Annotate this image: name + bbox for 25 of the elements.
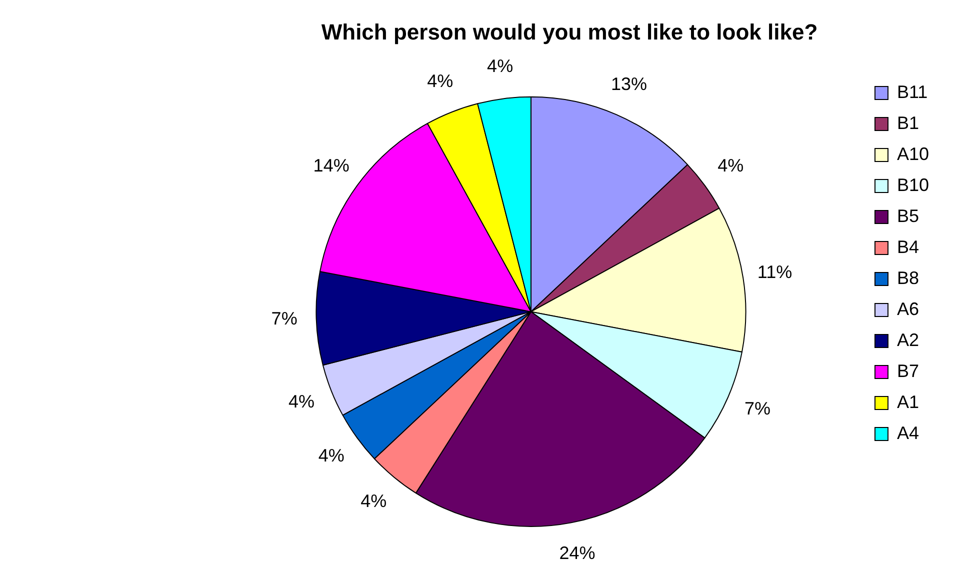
data-label: 4%: [288, 392, 315, 412]
data-label: 4%: [427, 71, 454, 92]
legend-label: A1: [896, 392, 920, 412]
legend-label: B7: [896, 360, 920, 381]
legend-label: B5: [896, 206, 920, 226]
data-label: 11%: [757, 262, 792, 282]
data-label: 4%: [487, 56, 514, 76]
legend-label: A6: [896, 298, 920, 319]
data-label: 4%: [718, 156, 744, 176]
legend-label: B10: [896, 174, 930, 195]
data-label: 4%: [360, 490, 387, 511]
legend-label: B8: [896, 268, 920, 288]
data-label: 4%: [318, 446, 344, 466]
chart-title: Which person would you most like to look like?: [321, 19, 818, 44]
legend-label: A4: [896, 422, 920, 443]
legend-label: B4: [896, 236, 920, 257]
legend-label: B1: [896, 112, 920, 133]
data-label: 24%: [559, 543, 596, 564]
data-label: 7%: [271, 308, 298, 328]
legend-label: A2: [896, 330, 920, 350]
data-label: 7%: [744, 398, 770, 419]
data-label: 13%: [610, 74, 648, 94]
legend-label: B11: [896, 82, 928, 102]
data-label: 14%: [313, 156, 350, 176]
legend-label: A10: [896, 144, 930, 164]
